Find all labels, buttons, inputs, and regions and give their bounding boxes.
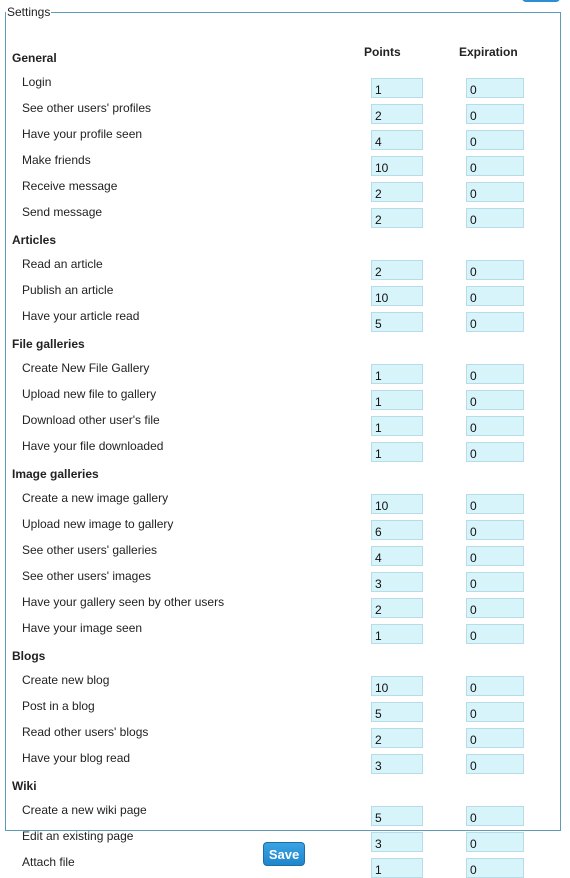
expiration-input[interactable] <box>466 286 524 306</box>
setting-label: Have your profile seen <box>22 127 143 141</box>
setting-label: Read other users' blogs <box>22 725 149 739</box>
expiration-column-header: Expiration <box>459 45 518 59</box>
expiration-input[interactable] <box>466 624 524 644</box>
section-title: Image galleries <box>12 467 99 481</box>
expiration-input[interactable] <box>466 702 524 722</box>
setting-label: See other users' galleries <box>22 543 158 557</box>
expiration-input[interactable] <box>466 546 524 566</box>
points-input[interactable] <box>371 832 423 852</box>
setting-label: Make friends <box>22 153 91 167</box>
points-input[interactable] <box>371 546 423 566</box>
points-input[interactable] <box>371 130 423 150</box>
points-column-header: Points <box>364 45 401 59</box>
setting-label: Post in a blog <box>22 699 95 713</box>
setting-label: Have your blog read <box>22 751 131 765</box>
expiration-input[interactable] <box>466 312 524 332</box>
points-input[interactable] <box>371 312 423 332</box>
points-input[interactable] <box>371 442 423 462</box>
setting-label: Have your gallery seen by other users <box>22 595 225 609</box>
expiration-input[interactable] <box>466 676 524 696</box>
points-input[interactable] <box>371 416 423 436</box>
expiration-input[interactable] <box>466 598 524 618</box>
expiration-input[interactable] <box>466 390 524 410</box>
points-input[interactable] <box>371 520 423 540</box>
points-input[interactable] <box>371 494 423 514</box>
setting-label: Upload new file to gallery <box>22 387 157 401</box>
expiration-input[interactable] <box>466 416 524 436</box>
expiration-input[interactable] <box>466 260 524 280</box>
setting-label: Upload new image to gallery <box>22 517 174 531</box>
expiration-input[interactable] <box>466 494 524 514</box>
points-input[interactable] <box>371 598 423 618</box>
points-input[interactable] <box>371 702 423 722</box>
section-title: General <box>12 51 57 65</box>
points-input[interactable] <box>371 182 423 202</box>
points-input[interactable] <box>371 858 423 878</box>
setting-label: Publish an article <box>22 283 114 297</box>
points-input[interactable] <box>371 754 423 774</box>
section-title: Wiki <box>12 779 37 793</box>
expiration-input[interactable] <box>466 442 524 462</box>
setting-label: Login <box>22 75 52 89</box>
points-input[interactable] <box>371 156 423 176</box>
points-input[interactable] <box>371 572 423 592</box>
expiration-input[interactable] <box>466 572 524 592</box>
points-input[interactable] <box>371 104 423 124</box>
setting-label: Edit an existing page <box>22 829 134 843</box>
settings-fieldset: Settings Points Expiration General Login S… <box>5 5 561 878</box>
setting-label: Read an article <box>22 257 103 271</box>
setting-label: Create a new wiki page <box>22 803 147 817</box>
expiration-input[interactable] <box>466 754 524 774</box>
points-input[interactable] <box>371 260 423 280</box>
points-input[interactable] <box>371 806 423 826</box>
expiration-input[interactable] <box>466 156 524 176</box>
expiration-input[interactable] <box>466 520 524 540</box>
setting-label: See other users' profiles <box>22 101 152 115</box>
setting-label: Create a new image gallery <box>22 491 169 505</box>
setting-label: Have your file downloaded <box>22 439 164 453</box>
expiration-input[interactable] <box>466 208 524 228</box>
settings-legend: Settings <box>7 5 51 19</box>
points-input[interactable] <box>371 364 423 384</box>
points-input[interactable] <box>371 676 423 696</box>
section-title: Blogs <box>12 649 46 663</box>
expiration-input[interactable] <box>466 130 524 150</box>
expiration-input[interactable] <box>466 806 524 826</box>
setting-label: Have your article read <box>22 309 140 323</box>
points-input[interactable] <box>371 208 423 228</box>
setting-label: Receive message <box>22 179 118 193</box>
setting-label: Attach file <box>22 855 75 869</box>
expiration-input[interactable] <box>466 832 524 852</box>
points-input[interactable] <box>371 728 423 748</box>
expiration-input[interactable] <box>466 104 524 124</box>
section-title: Articles <box>12 233 57 247</box>
setting-label: Send message <box>22 205 103 219</box>
section-title: File galleries <box>12 337 85 351</box>
expiration-input[interactable] <box>466 182 524 202</box>
points-input[interactable] <box>371 78 423 98</box>
expiration-input[interactable] <box>466 364 524 384</box>
points-input[interactable] <box>371 624 423 644</box>
expiration-input[interactable] <box>466 78 524 98</box>
expiration-input[interactable] <box>466 858 524 878</box>
save-button[interactable]: Save <box>263 842 305 866</box>
top-button-edge <box>522 0 560 2</box>
expiration-input[interactable] <box>466 728 524 748</box>
setting-label: Create new blog <box>22 673 110 687</box>
points-input[interactable] <box>371 286 423 306</box>
setting-label: Have your image seen <box>22 621 143 635</box>
setting-label: Download other user's file <box>22 413 160 427</box>
setting-label: Create New File Gallery <box>22 361 150 375</box>
setting-label: See other users' images <box>22 569 152 583</box>
points-input[interactable] <box>371 390 423 410</box>
